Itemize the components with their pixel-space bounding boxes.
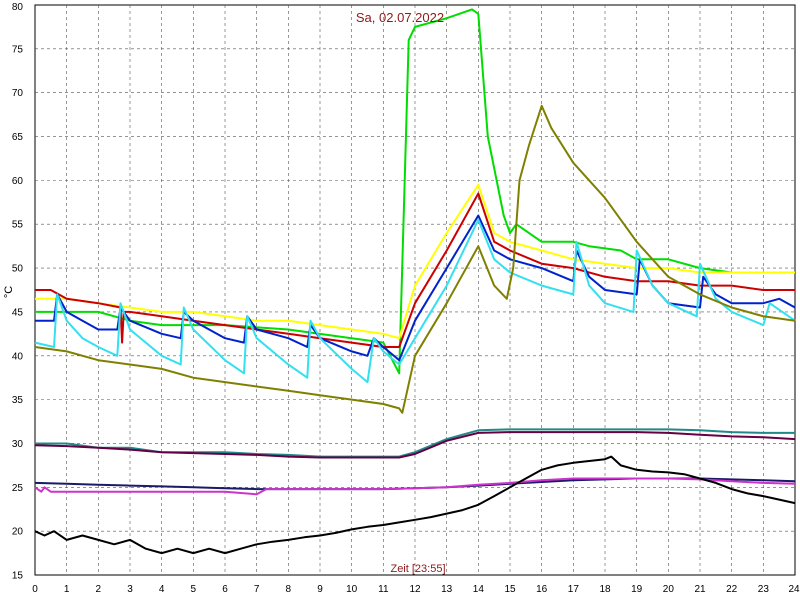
x-tick-label: 21 bbox=[694, 584, 706, 595]
tick-labels: 0 1 2 3 4 5 6 7 8 9 10 11 12 13 14 15 16 17 18 19 20 21 22 23 24… bbox=[12, 2, 800, 595]
series-group bbox=[34, 8, 796, 555]
series-line-8 bbox=[34, 431, 796, 459]
x-tick-label: 5 bbox=[191, 584, 197, 595]
x-tick-label: 8 bbox=[286, 584, 292, 595]
x-tick-label: 18 bbox=[599, 584, 611, 595]
x-tick-label: 24 bbox=[788, 584, 800, 595]
y-tick-label: 80 bbox=[12, 2, 24, 13]
x-tick-label: 20 bbox=[663, 584, 675, 595]
y-tick-label: 25 bbox=[12, 483, 24, 494]
x-tick-label: 14 bbox=[473, 584, 485, 595]
x-tick-label: 13 bbox=[441, 584, 453, 595]
series-line-10 bbox=[34, 477, 796, 496]
x-tick-label: 15 bbox=[504, 584, 516, 595]
x-tick-label: 16 bbox=[536, 584, 548, 595]
y-tick-label: 15 bbox=[12, 571, 24, 582]
y-tick-label: 55 bbox=[12, 220, 24, 231]
y-tick-label: 30 bbox=[12, 439, 24, 450]
x-tick-label: 2 bbox=[96, 584, 102, 595]
x-tick-label: 4 bbox=[159, 584, 165, 595]
series-line-11 bbox=[34, 455, 796, 555]
y-tick-label: 50 bbox=[12, 264, 24, 275]
y-tick-label: 20 bbox=[12, 527, 24, 538]
y-axis-label: °C bbox=[3, 286, 15, 298]
series-line-6 bbox=[34, 104, 796, 414]
x-tick-label: 10 bbox=[346, 584, 358, 595]
x-tick-label: 23 bbox=[758, 584, 770, 595]
x-tick-label: 3 bbox=[127, 584, 133, 595]
y-tick-label: 60 bbox=[12, 176, 24, 187]
y-tick-label: 75 bbox=[12, 44, 24, 55]
y-tick-label: 35 bbox=[12, 395, 24, 406]
y-tick-label: 40 bbox=[12, 351, 24, 362]
x-tick-label: 6 bbox=[222, 584, 228, 595]
x-tick-label: 11 bbox=[378, 584, 389, 595]
chart-title: Sa, 02.07.2022 bbox=[356, 10, 444, 25]
y-tick-label: 45 bbox=[12, 307, 24, 318]
series-line-5 bbox=[34, 218, 796, 384]
x-tick-label: 1 bbox=[64, 584, 70, 595]
y-tick-label: 65 bbox=[12, 132, 24, 143]
y-tick-label: 70 bbox=[12, 88, 24, 99]
x-tick-label: 22 bbox=[726, 584, 738, 595]
x-tick-label: 0 bbox=[32, 584, 38, 595]
x-tick-label: 12 bbox=[409, 584, 421, 595]
x-tick-label: 19 bbox=[631, 584, 643, 595]
x-tick-label: 7 bbox=[254, 584, 260, 595]
x-axis-label: Zeit [23:55] bbox=[390, 563, 445, 575]
x-tick-label: 17 bbox=[568, 584, 580, 595]
x-tick-label: 9 bbox=[317, 584, 323, 595]
series-line-2 bbox=[35, 183, 795, 340]
